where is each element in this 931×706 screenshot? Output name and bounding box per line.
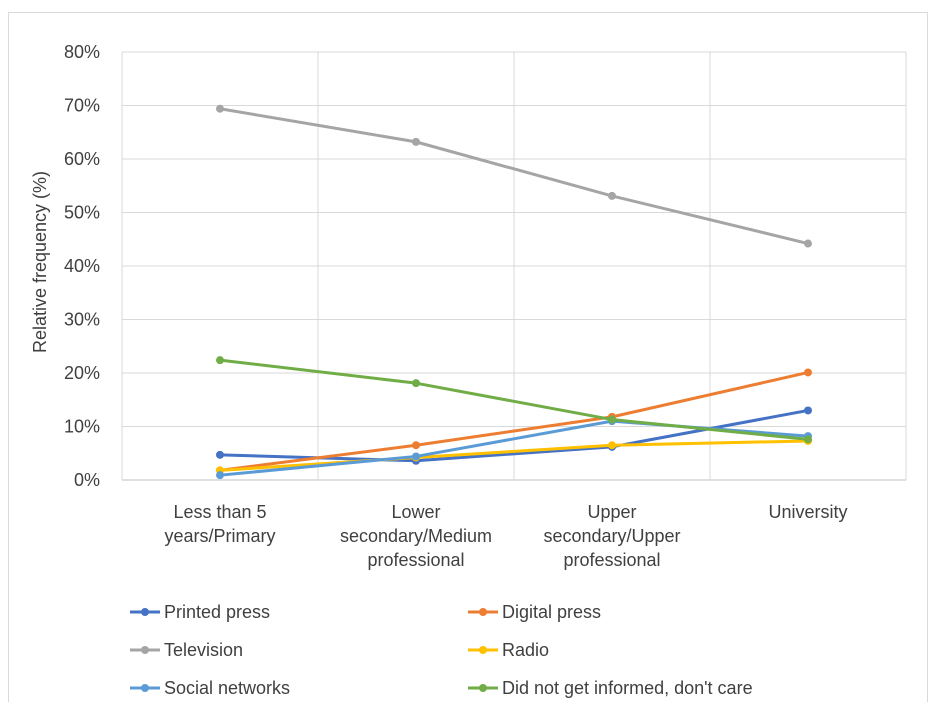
- legend-swatch-marker: [479, 646, 487, 654]
- legend-label: Social networks: [164, 678, 290, 698]
- data-point: [412, 441, 420, 450]
- data-point: [216, 104, 224, 113]
- data-point: [804, 368, 812, 377]
- legend-swatch-marker: [479, 608, 487, 616]
- data-point: [216, 471, 224, 480]
- y-tick-label: 60%: [64, 149, 100, 169]
- data-point: [412, 137, 420, 146]
- y-tick-label: 40%: [64, 256, 100, 276]
- y-tick-label: 10%: [64, 417, 100, 437]
- chart-frame: [8, 12, 928, 702]
- legend-item: Television: [130, 640, 243, 660]
- y-axis-title: Relative frequency (%): [30, 171, 50, 353]
- y-tick-label: 30%: [64, 310, 100, 330]
- series-line: [218, 370, 810, 472]
- series-television: [216, 104, 812, 248]
- data-point: [608, 415, 616, 424]
- y-tick-label: 70%: [64, 96, 100, 116]
- data-point: [412, 379, 420, 388]
- legend-label: Printed press: [164, 602, 270, 622]
- legend-item: Radio: [468, 640, 549, 660]
- data-point: [608, 191, 616, 200]
- legend-item: Digital press: [468, 602, 601, 622]
- legend-swatch-marker: [141, 646, 149, 654]
- y-tick-label: 80%: [64, 42, 100, 62]
- data-point: [804, 406, 812, 415]
- x-tick-label: Less than 5 years/Primary: [164, 502, 275, 546]
- legend-swatch-marker: [479, 684, 487, 692]
- legend: Printed press Digital press Television Radi…: [130, 602, 753, 698]
- data-point: [804, 435, 812, 444]
- legend-label: Television: [164, 640, 243, 660]
- gridlines: [121, 51, 907, 481]
- data-point: [412, 452, 420, 461]
- data-point: [216, 356, 224, 365]
- legend-swatch-marker: [141, 608, 149, 616]
- data-point: [804, 239, 812, 248]
- x-tick-label: Lower secondary/Medium professional: [340, 502, 492, 570]
- series-line: [218, 107, 810, 246]
- legend-item: Printed press: [130, 602, 270, 622]
- y-tick-label: 0%: [74, 470, 100, 490]
- legend-label: Did not get informed, don't care: [502, 678, 753, 698]
- series-did-not-get-informed-don-t-care: [216, 356, 812, 444]
- series-line: [218, 439, 810, 472]
- x-tick-label: University: [768, 502, 847, 522]
- y-axis-ticks: 0% 10% 20% 30% 40% 50% 60% 70% 80%: [64, 42, 100, 490]
- legend-swatch-marker: [141, 684, 149, 692]
- x-tick-label: Upper secondary/Upper professional: [543, 502, 680, 570]
- legend-item: Social networks: [130, 678, 290, 698]
- series-line: [218, 358, 810, 441]
- data-point: [608, 441, 616, 450]
- data-point: [216, 450, 224, 459]
- y-tick-label: 20%: [64, 363, 100, 383]
- y-tick-label: 50%: [64, 203, 100, 223]
- series-lines: [216, 104, 812, 480]
- legend-item: Did not get informed, don't care: [468, 678, 753, 698]
- x-axis-ticks: Less than 5 years/Primary Lower secondary/M…: [164, 502, 847, 570]
- legend-label: Digital press: [502, 602, 601, 622]
- legend-label: Radio: [502, 640, 549, 660]
